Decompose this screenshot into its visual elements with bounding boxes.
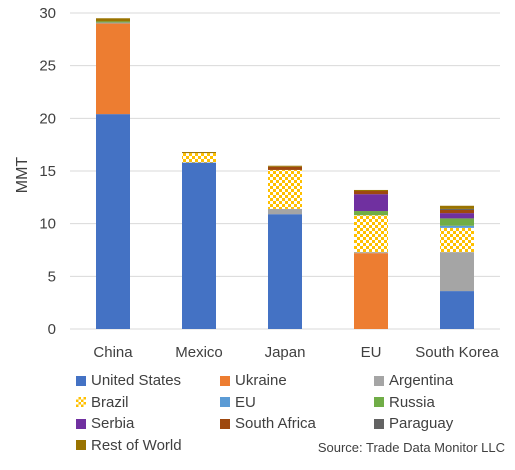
bar-segment-rest-of-world: [440, 205, 474, 209]
legend-item: Paraguay: [374, 415, 453, 432]
bar-segment-argentina: [440, 252, 474, 292]
legend-swatch: [220, 397, 230, 407]
legend-label: Rest of World: [91, 436, 182, 454]
x-tick-label: Japan: [265, 344, 306, 361]
legend-item: Russia: [374, 394, 435, 411]
bar-segment-russia: [440, 218, 474, 226]
y-axis-ticks: 0 5 10 15 20 25 30: [39, 5, 56, 338]
legend-item: Serbia: [76, 415, 134, 432]
bar-segment-ukraine: [96, 23, 130, 115]
bars: [96, 18, 474, 330]
y-tick-label: 15: [39, 163, 56, 180]
bar-segment-serbia: [440, 213, 474, 219]
bar-segment-south-africa: [440, 209, 474, 214]
bar-segment-united-states: [268, 214, 302, 329]
bar-segment-paraguay: [440, 208, 474, 210]
bar-segment-argentina: [96, 22, 130, 24]
bar-segment-united-states: [96, 114, 130, 330]
x-tick-label: China: [93, 344, 133, 361]
bar-segment-brazil: [182, 153, 216, 163]
bar-segment-brazil: [268, 169, 302, 209]
legend-swatch: [76, 397, 86, 407]
legend-item: United States: [76, 372, 181, 389]
bar-segment-rest-of-world: [268, 165, 302, 167]
y-tick-label: 25: [39, 58, 56, 75]
legend-label: Russia: [389, 393, 435, 411]
legend-label: Paraguay: [389, 415, 454, 432]
legend-label: Brazil: [91, 393, 129, 411]
legend-swatch: [374, 397, 384, 407]
legend-item: EU: [220, 394, 256, 411]
bar-segment-russia: [354, 211, 388, 216]
legend-label: United States: [91, 372, 182, 389]
legend-label: Serbia: [91, 415, 135, 432]
x-tick-label: EU: [361, 344, 382, 361]
x-tick-label: Mexico: [175, 344, 223, 361]
legend-item: South Africa: [220, 415, 316, 432]
x-tick-label: South Korea: [415, 344, 499, 361]
bar-segment-argentina: [354, 252, 388, 254]
legend-item: Brazil: [76, 394, 129, 411]
legend-label: Argentina: [389, 372, 454, 389]
legend-swatch: [76, 375, 86, 386]
legend-label: Ukraine: [235, 372, 287, 389]
bar-segment-ukraine: [354, 253, 388, 329]
bar-segment-russia: [96, 21, 130, 23]
legend-item: Rest of World: [76, 437, 182, 454]
bar-segment-serbia: [354, 194, 388, 212]
x-axis-ticks: China Mexico Japan EU South Korea: [93, 344, 499, 361]
legend-swatch: [374, 418, 384, 429]
legend-label: South Africa: [235, 415, 316, 432]
bar-segment-brazil: [440, 227, 474, 253]
y-tick-label: 30: [39, 5, 56, 22]
y-tick-label: 10: [39, 216, 56, 233]
source-note: Source: Trade Data Monitor LLC: [317, 440, 505, 455]
legend-swatch: [220, 375, 230, 386]
legend-label: EU: [235, 393, 256, 411]
legend: United States Ukraine Argentina Brazil EU Rus…: [76, 372, 506, 462]
bar-segment-argentina: [268, 208, 302, 215]
bar-segment-united-states: [440, 291, 474, 329]
bar-segment-eu: [440, 225, 474, 228]
y-tick-label: 5: [48, 268, 56, 285]
stacked-bar-chart: 0 5 10 15 20 25 30 China Mexico Japan EU South Kor…: [14, 5, 500, 361]
bar-segment-rest-of-world: [96, 18, 130, 22]
bar-segment-rest-of-world: [354, 189, 388, 192]
bar-segment-rest-of-world: [182, 152, 216, 154]
legend-item: Ukraine: [220, 372, 287, 389]
y-axis-title: MMT: [14, 157, 31, 194]
bar-segment-south-africa: [268, 166, 302, 170]
legend-swatch: [76, 418, 86, 429]
bar-segment-united-states: [182, 162, 216, 329]
y-tick-label: 0: [48, 321, 56, 338]
y-tick-label: 20: [39, 110, 56, 127]
legend-item: Argentina: [374, 372, 453, 389]
legend-swatch: [76, 440, 86, 450]
bar-segment-brazil: [354, 215, 388, 253]
legend-swatch: [374, 375, 384, 386]
bar-segment-south-africa: [354, 191, 388, 195]
legend-swatch: [220, 418, 230, 429]
